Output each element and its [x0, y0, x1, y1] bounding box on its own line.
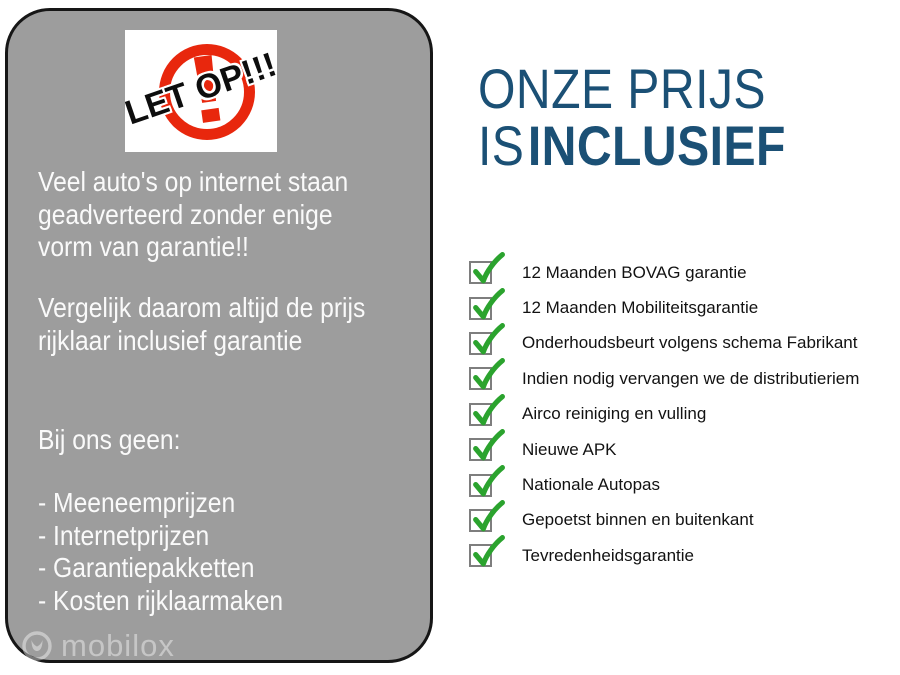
title-line2-regular: IS — [478, 114, 525, 177]
checkbox-checked-icon — [469, 499, 505, 532]
title-line1: ONZE PRIJS — [478, 57, 766, 120]
mobilox-watermark: mobilox — [20, 628, 175, 664]
checklist-item-label: Tevredenheidsgarantie — [522, 545, 695, 565]
checkbox-checked-icon — [469, 252, 505, 285]
checklist-item-label: 12 Maanden BOVAG garantie — [522, 262, 747, 282]
negative-list-item: - Internetprijzen — [38, 519, 210, 551]
checklist-item: Nieuwe APK — [469, 429, 859, 467]
checklist-item: Indien nodig vervangen we de distributie… — [469, 358, 860, 396]
warning-paragraph-1: Veel auto's op internet staan geadvertee… — [38, 166, 349, 262]
negative-list-intro: Bij ons geen: — [38, 424, 181, 455]
checklist-item-label: Nieuwe APK — [522, 439, 617, 459]
page-title: ONZE PRIJS ISINCLUSIEF — [478, 60, 786, 174]
checklist-item: Airco reiniging en vulling — [469, 393, 859, 432]
checkbox-checked-icon — [469, 358, 505, 391]
checklist-item: 12 Maanden Mobiliteitsgarantie — [469, 287, 859, 325]
checkbox-checked-icon — [469, 393, 505, 426]
warning-panel: ! LET OP!!! Veel auto's op internet staa… — [5, 8, 433, 663]
checklist-item: Tevredenheidsgarantie — [469, 535, 859, 573]
benefits-checklist: 12 Maanden BOVAG garantie 12 Maanden Mobi… — [469, 252, 860, 574]
prohibition-circle-icon — [159, 44, 255, 140]
checklist-item: Gepoetst binnen en buitenkant — [469, 499, 859, 538]
checklist-item: Onderhoudsbeurt volgens schema Fabrikant — [469, 322, 859, 361]
mobilox-label: mobilox — [61, 628, 175, 663]
checklist-item-label: 12 Maanden Mobiliteitsgarantie — [522, 298, 759, 318]
mobilox-logo-icon — [22, 631, 52, 661]
negative-list: - Meeneemprijzen - Internetprijzen - Garan… — [38, 487, 416, 617]
checklist-item-label: Indien nodig vervangen we de distributie… — [522, 368, 860, 388]
let-op-badge: ! LET OP!!! — [125, 30, 277, 152]
checklist-item-label: Airco reiniging en vulling — [522, 404, 707, 424]
negative-list-item: - Garantiepakketten — [38, 552, 255, 583]
checkbox-checked-icon — [469, 535, 505, 568]
checklist-item: Nationale Autopas — [469, 464, 859, 502]
checklist-item: 12 Maanden BOVAG garantie — [469, 252, 859, 290]
title-line2-bold: INCLUSIEF — [527, 114, 786, 177]
checklist-item-label: Onderhoudsbeurt volgens schema Fabrikant — [522, 333, 858, 353]
checkbox-checked-icon — [469, 429, 505, 462]
checkbox-checked-icon — [469, 464, 505, 497]
negative-list-item: - Meeneemprijzen — [38, 487, 236, 518]
warning-paragraph-2: Vergelijk daarom altijd de prijs rijklaa… — [38, 292, 366, 356]
checkbox-checked-icon — [469, 322, 505, 355]
negative-list-item: - Kosten rijklaarmaken — [38, 584, 284, 616]
checkbox-checked-icon — [469, 287, 505, 320]
checklist-item-label: Nationale Autopas — [522, 475, 660, 495]
checklist-item-label: Gepoetst binnen en buitenkant — [522, 510, 754, 530]
